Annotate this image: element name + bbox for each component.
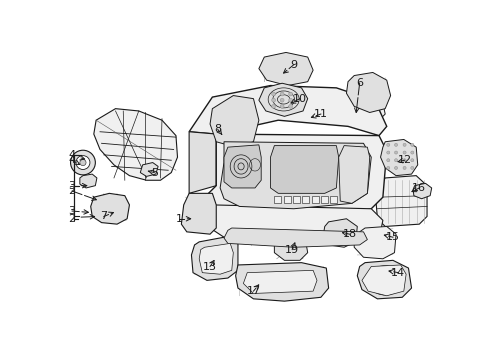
Circle shape	[403, 159, 406, 162]
Text: 19: 19	[285, 244, 299, 255]
Text: 10: 10	[293, 94, 307, 104]
Text: 3: 3	[69, 206, 75, 216]
Polygon shape	[375, 176, 427, 226]
Text: 12: 12	[397, 155, 412, 165]
Polygon shape	[346, 72, 391, 112]
Circle shape	[280, 98, 284, 102]
Polygon shape	[339, 145, 369, 203]
Polygon shape	[189, 132, 216, 193]
Polygon shape	[220, 142, 371, 209]
Circle shape	[411, 143, 414, 147]
Text: 6: 6	[356, 78, 363, 88]
Polygon shape	[274, 195, 281, 203]
Circle shape	[280, 92, 284, 96]
Text: 8: 8	[214, 125, 221, 134]
Circle shape	[80, 159, 86, 166]
Polygon shape	[354, 226, 396, 259]
Circle shape	[289, 92, 293, 96]
Text: 16: 16	[412, 183, 426, 193]
Circle shape	[394, 151, 397, 154]
Polygon shape	[323, 219, 357, 247]
Circle shape	[411, 166, 414, 170]
Text: 15: 15	[386, 232, 400, 242]
Polygon shape	[209, 205, 383, 242]
Polygon shape	[303, 91, 385, 119]
Circle shape	[271, 98, 275, 102]
Circle shape	[76, 156, 90, 170]
Circle shape	[387, 151, 390, 154]
Polygon shape	[381, 139, 418, 176]
Polygon shape	[80, 174, 97, 188]
Polygon shape	[140, 163, 158, 176]
Polygon shape	[302, 195, 309, 203]
Polygon shape	[293, 195, 300, 203]
Text: 2: 2	[69, 214, 75, 224]
Circle shape	[411, 151, 414, 154]
Polygon shape	[270, 145, 339, 193]
Circle shape	[289, 104, 293, 108]
Polygon shape	[312, 195, 318, 203]
Polygon shape	[357, 260, 412, 299]
Circle shape	[387, 159, 390, 162]
Circle shape	[271, 104, 275, 108]
Text: 17: 17	[246, 286, 261, 296]
Polygon shape	[224, 145, 261, 188]
Polygon shape	[209, 134, 387, 216]
Circle shape	[271, 92, 275, 96]
Circle shape	[411, 159, 414, 162]
Polygon shape	[244, 270, 317, 293]
Polygon shape	[91, 193, 129, 224]
Circle shape	[394, 159, 397, 162]
Text: 14: 14	[392, 267, 405, 278]
Circle shape	[403, 151, 406, 154]
Polygon shape	[199, 243, 233, 274]
Text: 4: 4	[69, 150, 75, 160]
Polygon shape	[259, 53, 313, 86]
Text: 2: 2	[69, 186, 75, 196]
Polygon shape	[284, 195, 291, 203]
Text: 1: 1	[175, 214, 183, 224]
Circle shape	[387, 166, 390, 170]
Polygon shape	[224, 228, 368, 247]
Text: 4: 4	[69, 155, 75, 165]
Text: 3: 3	[69, 181, 75, 191]
Polygon shape	[321, 195, 328, 203]
Text: 5: 5	[151, 167, 158, 177]
Text: 9: 9	[290, 60, 297, 70]
Polygon shape	[330, 195, 337, 203]
Circle shape	[387, 143, 390, 147]
Polygon shape	[362, 265, 406, 296]
Polygon shape	[236, 263, 329, 301]
Polygon shape	[189, 86, 387, 136]
Polygon shape	[274, 234, 308, 260]
Text: 18: 18	[343, 229, 357, 239]
Polygon shape	[413, 183, 432, 199]
Text: 7: 7	[100, 211, 107, 221]
Circle shape	[403, 143, 406, 147]
Circle shape	[394, 143, 397, 147]
Polygon shape	[94, 109, 177, 180]
Polygon shape	[210, 95, 259, 147]
Polygon shape	[259, 83, 308, 116]
Circle shape	[394, 166, 397, 170]
Circle shape	[403, 166, 406, 170]
Circle shape	[280, 104, 284, 108]
Polygon shape	[181, 193, 216, 234]
Circle shape	[289, 98, 293, 102]
Circle shape	[71, 150, 96, 175]
Text: 13: 13	[203, 261, 217, 271]
Text: 11: 11	[314, 109, 328, 119]
Polygon shape	[192, 237, 238, 280]
